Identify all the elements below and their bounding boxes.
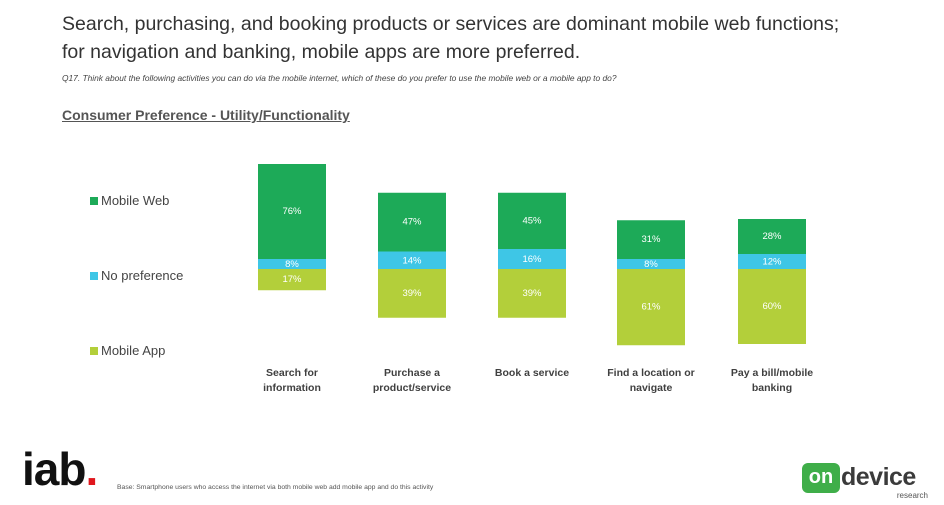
bar-segment-mobile-app — [617, 269, 685, 346]
bar-segment-no-preference — [738, 254, 806, 269]
iab-logo-text: iab — [22, 443, 86, 495]
data-label-mobile-app: 60% — [762, 301, 782, 312]
legend-label-mobile-app: Mobile App — [101, 343, 166, 358]
ondevice-logo-badge: on — [802, 463, 840, 493]
bar-segment-mobile-web — [738, 219, 806, 254]
category-label-line: Pay a bill/mobile — [731, 367, 813, 379]
legend-item-no-preference: No preference — [90, 268, 183, 283]
category-label-book-a-service: Book a service — [495, 367, 569, 379]
data-label-mobile-web: 28% — [762, 231, 782, 242]
category-label-line: information — [263, 382, 321, 394]
data-label-no-preference: 12% — [762, 257, 782, 268]
legend-label-mobile-web: Mobile Web — [101, 193, 170, 208]
bar-segment-mobile-web — [258, 164, 326, 259]
data-label-mobile-app: 17% — [282, 274, 302, 285]
category-label-search-for-information: Search for information — [263, 367, 321, 394]
legend-swatch-mobile-app — [90, 346, 98, 355]
data-label-mobile-app: 39% — [402, 288, 422, 299]
slide-title-line-1: Search, purchasing, and booking products… — [62, 13, 840, 35]
bar-segment-mobile-web — [617, 220, 685, 259]
bar-segment-mobile-web — [378, 192, 446, 252]
data-label-mobile-app: 39% — [522, 288, 542, 299]
category-label-line: navigate — [630, 382, 673, 394]
category-label-line: Purchase a — [384, 367, 440, 379]
iab-logo-dot: . — [85, 443, 98, 495]
ondevice-logo-sub: research — [896, 491, 928, 500]
bar-segment-no-preference — [498, 249, 566, 269]
data-label-no-preference: 8% — [285, 259, 299, 270]
bar-segment-mobile-web — [498, 192, 566, 249]
category-label-pay-a-bill-mobile-banking: Pay a bill/mobile banking — [731, 367, 813, 394]
bar-segment-mobile-app — [738, 269, 806, 344]
category-label-find-a-location-or-navigate: Find a location or navigate — [607, 367, 695, 394]
category-label-line: Find a location or — [607, 367, 695, 379]
legend-swatch-mobile-web — [90, 196, 98, 205]
category-label-line: banking — [752, 382, 792, 394]
bar-segment-mobile-app — [258, 269, 326, 291]
bar-segment-mobile-app — [378, 269, 446, 318]
data-label-no-preference: 8% — [644, 259, 658, 270]
data-label-no-preference: 14% — [402, 255, 422, 266]
bar-segment-no-preference — [258, 259, 326, 269]
category-label-purchase-a-product-service: Purchase a product/service — [373, 367, 451, 394]
base-note: Base: Smartphone users who access the in… — [117, 484, 434, 491]
legend-swatch-no-preference — [90, 271, 98, 280]
iab-logo: iab. — [22, 443, 98, 495]
data-label-mobile-web: 76% — [282, 206, 302, 217]
category-label-line: product/service — [373, 382, 451, 394]
bar-segment-no-preference — [617, 259, 685, 269]
slide-title: Search, purchasing, and booking products… — [62, 10, 922, 66]
ondevice-logo-word: device — [841, 463, 916, 491]
survey-question: Q17. Think about the following activitie… — [62, 73, 617, 83]
category-label-line: Book a service — [495, 367, 569, 379]
legend-label-no-preference: No preference — [101, 268, 184, 283]
section-title: Consumer Preference - Utility/Functional… — [62, 107, 350, 123]
data-label-mobile-web: 31% — [641, 234, 661, 245]
legend-item-mobile-app: Mobile App — [90, 343, 165, 358]
ondevice-logo: on device research — [802, 461, 930, 501]
data-label-no-preference: 16% — [522, 254, 542, 265]
data-label-mobile-app: 61% — [641, 302, 661, 313]
data-label-mobile-web: 45% — [522, 215, 542, 226]
slide-title-line-2: for navigation and banking, mobile apps … — [62, 41, 581, 63]
data-label-mobile-web: 47% — [402, 217, 422, 228]
legend-item-mobile-web: Mobile Web — [90, 193, 169, 208]
bar-segment-no-preference — [378, 251, 446, 269]
category-label-line: Search for — [266, 367, 318, 379]
bar-segment-mobile-app — [498, 269, 566, 318]
